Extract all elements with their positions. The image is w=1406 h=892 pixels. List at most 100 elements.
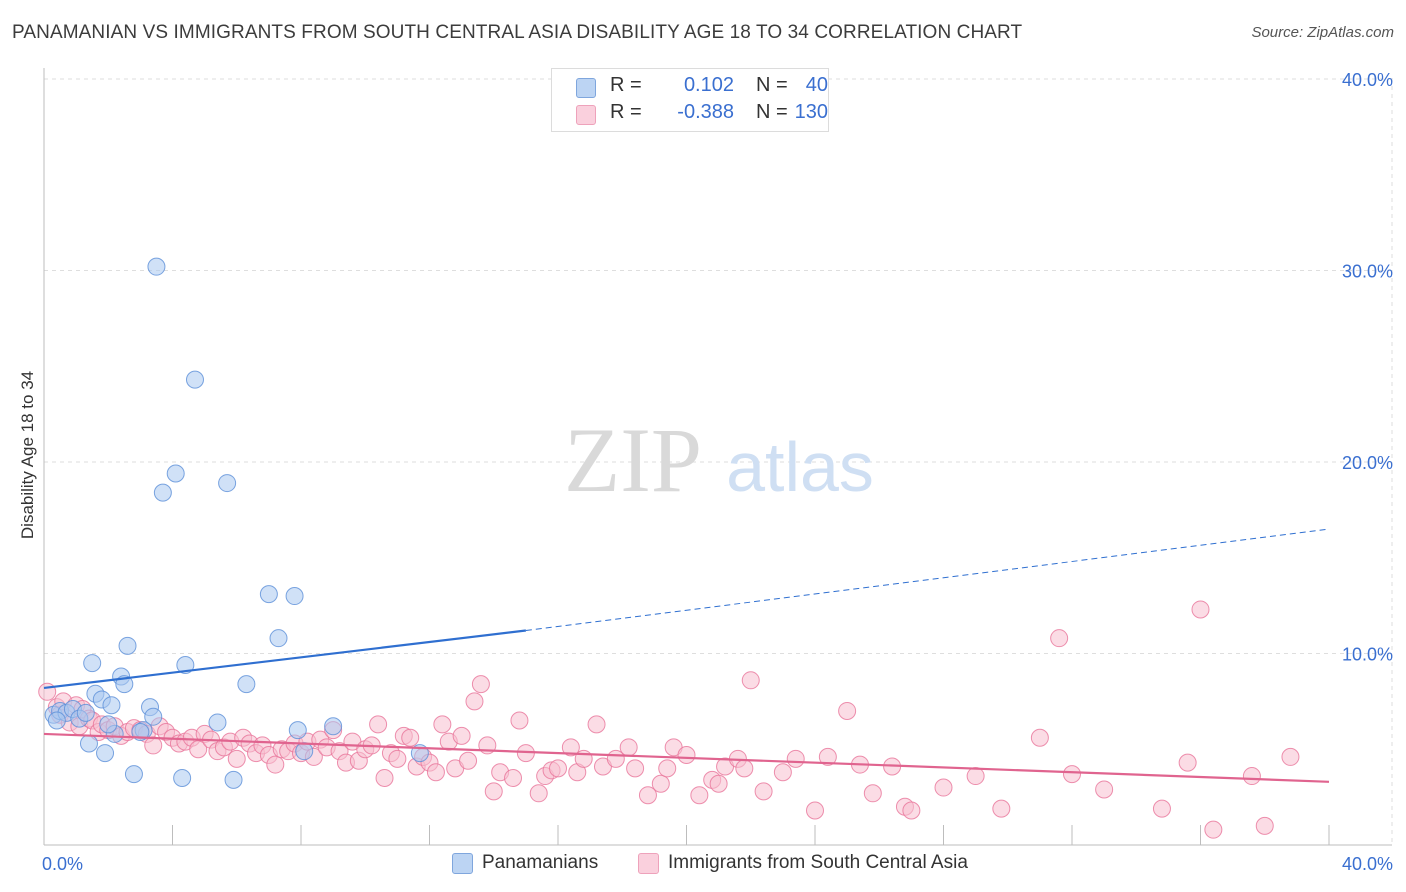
immigrants-point [1152, 799, 1171, 818]
y-tick-label: 10.0% [1342, 645, 1393, 665]
immigrants-point [838, 701, 857, 720]
immigrants-point [504, 768, 523, 787]
panamanians-point [166, 464, 185, 483]
panamanians-point [83, 654, 102, 673]
r-value: 0.102 [683, 74, 734, 96]
n-value: 40 [805, 74, 828, 96]
immigrants-point [452, 726, 471, 745]
watermark: ZIP atlas [564, 409, 874, 511]
watermark-zip: ZIP [564, 409, 702, 511]
immigrants-point [1204, 820, 1223, 839]
panamanians-point [153, 483, 172, 502]
panamanians-point [285, 587, 304, 606]
x-tick-labels: 0.0% 40.0% [42, 854, 1393, 874]
immigrants-point [375, 768, 394, 787]
immigrants-point [709, 774, 728, 793]
panamanians-trend-line [43, 629, 527, 690]
immigrants-point [1281, 747, 1300, 766]
immigrants-point [1095, 780, 1114, 799]
immigrants-point [1242, 767, 1261, 786]
source-label: Source: ZipAtlas.com [1251, 24, 1394, 41]
legend-swatch-panamanians [452, 853, 473, 874]
r-value: -0.388 [677, 101, 734, 123]
immigrants-point [735, 759, 754, 778]
panamanians-point [47, 711, 66, 730]
panamanians-point [324, 717, 343, 736]
axes [43, 68, 1392, 846]
panamanians-point [124, 765, 143, 784]
immigrants-point [549, 759, 567, 778]
immigrants-point [465, 692, 484, 711]
panamanians-point [96, 744, 115, 763]
y-tick-label: 20.0% [1342, 453, 1393, 473]
immigrants-point [651, 774, 670, 793]
panamanians-point [76, 703, 95, 722]
y-tick-label: 40.0% [1342, 70, 1393, 90]
y-tick-label: 30.0% [1342, 262, 1393, 282]
panamanians-point [208, 713, 227, 732]
immigrants-point [902, 801, 921, 820]
legend-label-panamanians: Panamanians [482, 852, 599, 873]
panamanians-point [269, 629, 288, 648]
immigrants-trend-line [43, 732, 1330, 783]
r-label: R = [610, 101, 642, 123]
immigrants-point [1050, 629, 1069, 648]
immigrants-point [638, 786, 657, 805]
immigrants-point [1178, 753, 1197, 772]
series-panamanians-points [44, 257, 429, 789]
trend-lines [43, 528, 1330, 783]
immigrants-point [818, 747, 837, 766]
immigrants-point [966, 767, 985, 786]
grid [44, 78, 1393, 845]
immigrants-point [459, 751, 478, 770]
immigrants-point [144, 736, 163, 755]
immigrants-point [484, 782, 503, 801]
immigrants-point [741, 671, 760, 690]
panamanians-point [99, 715, 118, 734]
panamanians-point [218, 474, 237, 493]
legend-swatch-immigrants [638, 853, 659, 874]
immigrants-point [266, 755, 285, 774]
n-label: N = [756, 101, 788, 123]
immigrants-point [401, 728, 420, 747]
immigrants-point [677, 745, 696, 764]
immigrants-point [1063, 765, 1081, 784]
immigrants-point [690, 786, 709, 805]
immigrants-point [369, 715, 388, 734]
legend-label-immigrants: Immigrants from South Central Asia [668, 852, 968, 873]
x-tick-label-end: 40.0% [1342, 854, 1393, 874]
panamanians-point [224, 770, 243, 789]
panamanians-trend-extension [525, 528, 1330, 632]
immigrants-point [510, 711, 529, 730]
n-label: N = [756, 74, 788, 96]
immigrants-point [587, 715, 606, 734]
panamanians-swatch [576, 78, 596, 98]
x-tick-label-start: 0.0% [42, 854, 83, 874]
immigrants-point [433, 715, 452, 734]
immigrants-point [471, 675, 490, 694]
r-label: R = [610, 74, 642, 96]
watermark-atlas: atlas [726, 428, 874, 506]
panamanians-point [79, 734, 98, 753]
immigrants-point [388, 749, 407, 768]
panamanians-point [147, 257, 166, 276]
immigrants-point [1030, 728, 1049, 747]
y-tick-labels: 10.0% 20.0% 30.0% 40.0% [1342, 70, 1393, 665]
chart-title: PANAMANIAN VS IMMIGRANTS FROM SOUTH CENT… [12, 22, 1023, 43]
immigrants-point [227, 749, 246, 768]
series-immigrants-points [38, 600, 1300, 839]
immigrants-point [658, 759, 677, 778]
immigrants-point [754, 782, 773, 801]
stats-legend: R = 0.102 N = 40 R = -0.388 N = 130 [551, 68, 829, 132]
panamanians-point [173, 768, 192, 787]
immigrants-point [773, 763, 792, 782]
n-value: 130 [794, 101, 828, 123]
immigrants-swatch [576, 105, 596, 125]
immigrants-point [529, 784, 548, 803]
immigrants-point [992, 799, 1011, 818]
panamanians-point [144, 707, 163, 726]
panamanians-point [288, 721, 307, 740]
panamanians-point [237, 675, 256, 694]
immigrants-point [626, 759, 645, 778]
